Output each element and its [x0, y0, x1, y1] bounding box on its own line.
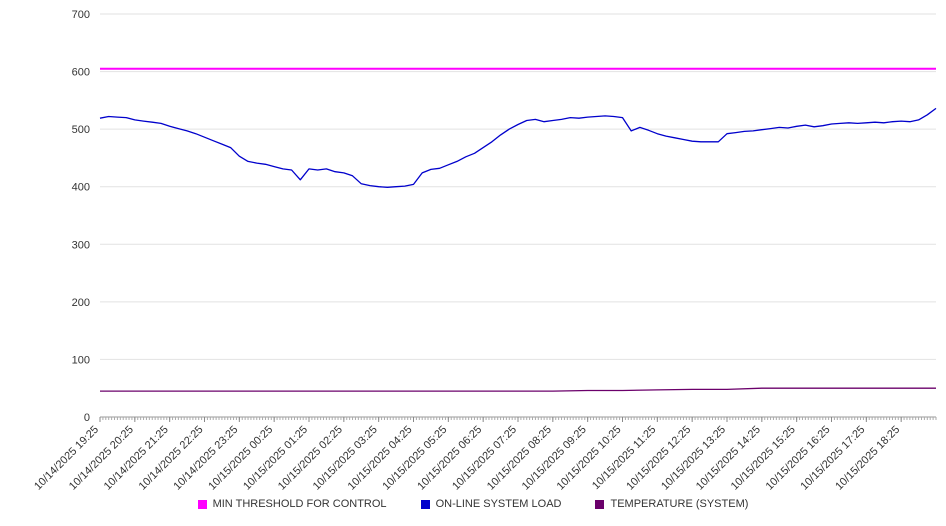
y-axis-tick-label: 0: [84, 412, 90, 424]
x-axis-tick-label: 10/15/2025 16:25: [764, 424, 833, 493]
series-line-on-line-system-load: [99, 107, 937, 188]
x-axis-tick-label: 10/14/2025 19:25: [32, 424, 101, 493]
x-axis-tick-label: 10/14/2025 22:25: [137, 424, 206, 493]
x-axis-tick-label: 10/14/2025 23:25: [171, 424, 240, 493]
x-axis-tick-label: 10/15/2025 09:25: [520, 424, 589, 493]
x-axis-tick-label: 10/15/2025 15:25: [729, 424, 798, 493]
legend-label: TEMPERATURE (SYSTEM): [610, 498, 749, 510]
y-axis-tick-label: 500: [72, 124, 90, 136]
y-axis-tick-label: 400: [72, 182, 90, 194]
x-axis-tick-label: 10/15/2025 12:25: [624, 424, 693, 493]
legend-item: ON-LINE SYSTEM LOAD: [420, 498, 562, 510]
x-axis-tick-label: 10/14/2025 21:25: [102, 424, 171, 493]
legend-swatch-icon: [595, 499, 605, 509]
x-axis-tick-label: 10/15/2025 04:25: [346, 424, 415, 493]
x-axis-tick-label: 10/15/2025 17:25: [798, 424, 867, 493]
y-axis-tick-label: 600: [72, 67, 90, 79]
x-axis-tick-label: 10/15/2025 13:25: [659, 424, 728, 493]
x-axis-tick-label: 10/15/2025 11:25: [590, 424, 658, 492]
legend-item: MIN THRESHOLD FOR CONTROL: [197, 498, 387, 510]
x-axis-tick-label: 10/15/2025 05:25: [380, 424, 449, 493]
x-axis-tick-label: 10/14/2025 20:25: [67, 424, 136, 493]
x-axis-tick-label: 10/15/2025 18:25: [833, 424, 902, 493]
legend-label: ON-LINE SYSTEM LOAD: [435, 498, 562, 510]
y-axis-tick-label: 200: [72, 297, 90, 309]
x-axis-tick-label: 10/15/2025 10:25: [555, 424, 624, 493]
y-axis-tick-label: 100: [72, 354, 90, 366]
legend-swatch-icon: [420, 499, 430, 509]
x-axis-tick-label: 10/15/2025 02:25: [276, 424, 345, 493]
x-axis-tick-label: 10/15/2025 06:25: [415, 424, 484, 493]
legend-swatch-icon: [197, 499, 207, 509]
x-axis-tick-label: 10/15/2025 01:25: [241, 424, 310, 493]
x-axis-tick-label: 10/15/2025 00:25: [206, 424, 275, 493]
legend-item: TEMPERATURE (SYSTEM): [595, 498, 748, 510]
series-line-temperature-system: [100, 387, 936, 392]
chart-legend: MIN THRESHOLD FOR CONTROL ON-LINE SYSTEM …: [0, 498, 946, 510]
x-axis-tick-label: 10/15/2025 14:25: [694, 424, 763, 493]
y-axis-tick-label: 300: [72, 239, 90, 251]
y-axis-tick-label: 700: [72, 9, 90, 21]
x-axis-tick-label: 10/15/2025 08:25: [485, 424, 554, 493]
x-axis-tick-label: 10/15/2025 07:25: [450, 424, 519, 493]
legend-label: MIN THRESHOLD FOR CONTROL: [212, 498, 387, 510]
x-axis-tick-label: 10/15/2025 03:25: [311, 424, 380, 493]
